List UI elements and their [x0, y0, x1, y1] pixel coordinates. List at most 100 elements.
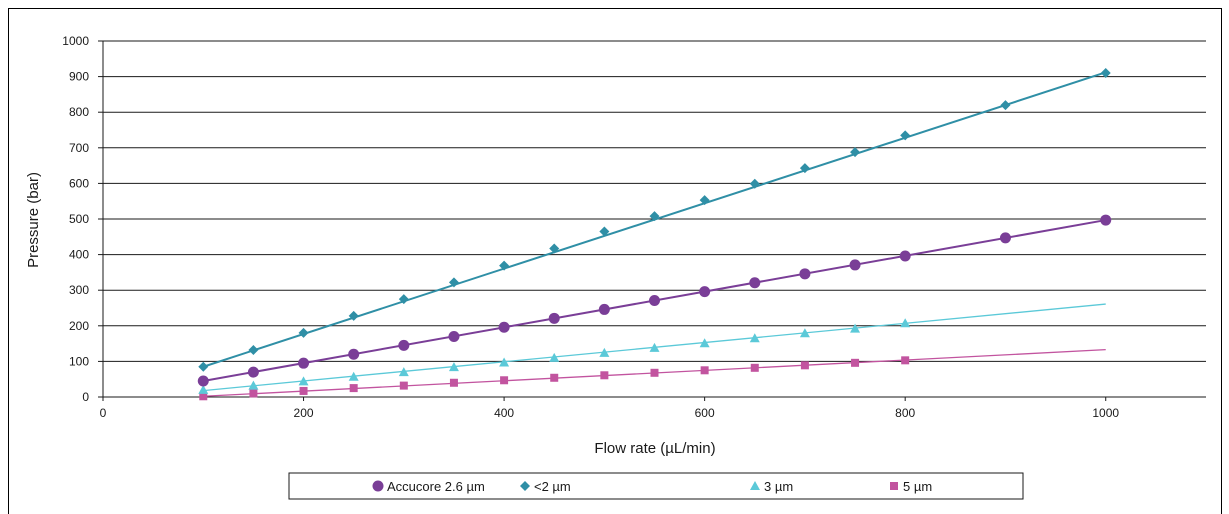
x-tick-labels: 0 200 400 600 800 1000	[100, 406, 1120, 420]
data-point	[700, 366, 709, 375]
data-point	[398, 367, 409, 377]
data-point	[649, 295, 660, 307]
data-point	[799, 163, 810, 174]
y-tick-label: 300	[69, 283, 89, 297]
data-point	[248, 380, 259, 390]
data-point	[600, 371, 609, 380]
x-tick-label: 400	[494, 406, 514, 420]
data-point	[398, 339, 410, 351]
data-point	[448, 277, 459, 288]
x-axis-title: Flow rate (µL/min)	[594, 440, 715, 457]
data-point	[298, 327, 309, 338]
x-tick-label: 1000	[1092, 406, 1119, 420]
axes	[98, 40, 1206, 401]
data-point	[1100, 214, 1112, 226]
legend-marker	[520, 481, 530, 491]
x-tick-label: 200	[294, 406, 314, 420]
data-point	[448, 330, 460, 342]
x-tick-label: 0	[100, 406, 107, 420]
data-point	[901, 356, 910, 365]
data-point	[849, 259, 861, 271]
y-tick-label: 0	[82, 390, 89, 404]
y-tick-label: 700	[69, 141, 89, 155]
data-point	[699, 338, 710, 348]
legend-label: Accucore 2.6 µm	[387, 479, 485, 494]
data-point	[999, 232, 1011, 244]
legend: Accucore 2.6 µm <2 µm 3 µm 5 µm	[288, 472, 1024, 500]
data-point	[599, 226, 610, 237]
data-point	[799, 268, 811, 280]
data-point	[851, 358, 860, 367]
data-point	[448, 362, 459, 372]
data-point	[599, 347, 610, 357]
data-point	[548, 312, 560, 324]
data-point	[699, 286, 711, 298]
data-point	[500, 376, 509, 385]
y-tick-label: 800	[69, 105, 89, 119]
data-point	[549, 243, 560, 254]
data-point	[348, 371, 359, 381]
data-point	[900, 318, 911, 328]
data-point	[198, 384, 209, 394]
series-circle	[197, 214, 1112, 387]
data-point	[900, 130, 911, 141]
legend-marker	[750, 481, 760, 490]
series-triangle	[198, 303, 1106, 394]
data-point	[399, 381, 408, 390]
legend-label: 5 µm	[903, 479, 932, 494]
data-point	[197, 375, 209, 387]
y-axis-title: Pressure (bar)	[25, 172, 42, 268]
data-point	[750, 363, 759, 372]
data-point	[298, 376, 309, 386]
data-point	[498, 321, 510, 333]
data-point	[449, 378, 458, 387]
data-point	[749, 178, 760, 189]
legend-box	[288, 472, 1024, 500]
series-square	[199, 349, 1106, 401]
data-point	[649, 342, 660, 352]
data-point	[348, 348, 360, 360]
data-point	[349, 384, 358, 393]
y-tick-label: 500	[69, 212, 89, 226]
y-tick-label: 400	[69, 248, 89, 262]
legend-marker	[372, 480, 384, 492]
data-point	[199, 392, 208, 401]
y-tick-label: 1000	[62, 34, 89, 48]
legend-marker	[890, 482, 898, 490]
y-tick-label: 600	[69, 176, 89, 190]
series-diamond	[198, 68, 1111, 372]
data-point	[749, 333, 760, 343]
data-point	[198, 361, 209, 372]
gridlines	[103, 40, 1206, 362]
data-point	[398, 294, 409, 305]
data-point	[850, 147, 861, 158]
data-point	[699, 195, 710, 206]
x-tick-label: 600	[695, 406, 715, 420]
data-point	[248, 345, 259, 356]
data-point	[298, 357, 310, 369]
data-point	[800, 361, 809, 370]
y-tick-label: 900	[69, 70, 89, 84]
data-point	[499, 357, 510, 367]
data-point	[598, 303, 610, 315]
data-point	[550, 373, 559, 382]
x-tick-label: 800	[895, 406, 915, 420]
data-point	[649, 211, 660, 222]
data-point	[247, 366, 259, 378]
data-point	[799, 328, 810, 338]
data-point	[549, 352, 560, 362]
series-layer	[197, 68, 1112, 401]
legend-label: <2 µm	[534, 479, 571, 494]
y-tick-labels: 0 100 200 300 400 500 600 700 800 900 1000	[62, 34, 89, 404]
y-tick-label: 200	[69, 319, 89, 333]
data-point	[249, 389, 258, 398]
data-point	[1100, 68, 1111, 79]
data-point	[299, 386, 308, 395]
y-tick-label: 100	[69, 354, 89, 368]
legend-label: 3 µm	[764, 479, 793, 494]
data-point	[850, 323, 861, 333]
data-point	[1000, 100, 1011, 111]
chart-frame	[8, 8, 1222, 514]
data-point	[899, 250, 911, 262]
